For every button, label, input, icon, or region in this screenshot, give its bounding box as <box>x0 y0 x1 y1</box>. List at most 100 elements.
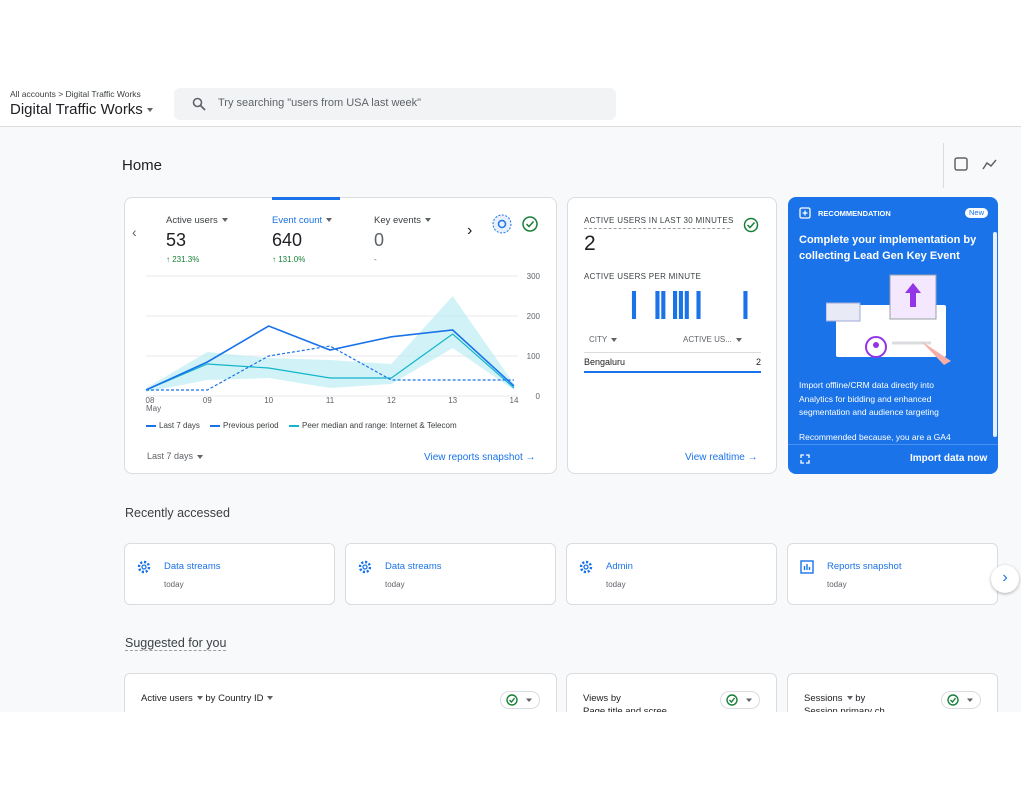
title-part: Sessions <box>804 693 853 704</box>
search-icon <box>192 97 206 111</box>
metric-label[interactable]: Active users <box>166 215 228 226</box>
title-part: Country ID <box>218 693 273 704</box>
breadcrumb-item[interactable]: All accounts <box>10 89 56 99</box>
card-title: Sessions by Session primary ch <box>804 692 904 712</box>
item-when: today <box>827 580 847 589</box>
title-part: Page title and scree <box>583 706 667 712</box>
rec-divider <box>788 444 998 445</box>
realtime-title: ACTIVE USERS IN LAST 30 MINUTES <box>584 216 734 225</box>
per-minute-title: ACTIVE USERS PER MINUTE <box>584 272 702 281</box>
page-title: Home <box>122 157 163 174</box>
title-part: by <box>205 693 216 704</box>
realtime-dotted <box>584 228 730 229</box>
title-part: by <box>610 693 621 704</box>
tab-indicator <box>272 197 340 200</box>
status-icon <box>506 694 532 706</box>
metric-label[interactable]: Key events <box>374 215 431 226</box>
title-part: Active users <box>141 693 203 704</box>
rec-reason: Recommended because, you are a GA4 <box>799 432 951 442</box>
rec-illustration <box>826 274 951 365</box>
recent-card[interactable]: Reports snapshot today <box>787 543 998 605</box>
expand-icon[interactable] <box>800 454 810 464</box>
status-pill[interactable] <box>500 691 540 709</box>
metric-value: 640 <box>272 230 303 250</box>
status-icons[interactable] <box>491 213 541 235</box>
section-title: Recently accessed <box>125 506 230 520</box>
status-pill[interactable] <box>941 691 981 709</box>
metric-value: 53 <box>166 230 187 250</box>
change-text: 131.0% <box>278 255 306 264</box>
metric-label[interactable]: Event count <box>272 215 332 226</box>
legend-label: Last 7 days <box>159 421 200 430</box>
rec-badge: New <box>965 208 989 218</box>
breadcrumb: All accounts > Digital Traffic Works <box>10 89 141 99</box>
suggested-clip: Active users by Country ID Views by Page … <box>0 660 1021 712</box>
search-box[interactable]: Try searching "users from USA last week" <box>174 88 616 120</box>
divider <box>943 143 944 188</box>
recent-card[interactable]: Data streams today <box>124 543 335 605</box>
realtime-status <box>743 217 759 233</box>
item-name: Data streams <box>385 561 442 572</box>
status-pill[interactable] <box>720 691 760 709</box>
rec-title: Complete your implementation by collecti… <box>799 234 977 262</box>
item-when: today <box>164 580 184 589</box>
property-selector[interactable]: Digital Traffic Works <box>10 101 153 118</box>
title-part: Views <box>583 693 609 704</box>
table-header[interactable]: CITY <box>589 335 617 344</box>
legend-label: Peer median and range: Internet & Teleco… <box>302 421 457 430</box>
reports-snapshot-link[interactable]: View reports snapshot → <box>424 452 536 463</box>
item-icon <box>358 560 372 574</box>
metric-change: - <box>374 255 377 264</box>
breadcrumb-item[interactable]: Digital Traffic Works <box>65 89 141 99</box>
recent-card[interactable]: Data streams today <box>345 543 556 605</box>
header-line <box>0 126 1021 127</box>
legend-item: Peer median and range: Internet & Teleco… <box>289 421 457 430</box>
item-icon <box>579 560 593 574</box>
legend-label: Previous period <box>223 421 279 430</box>
table-row-bar <box>584 371 761 373</box>
change-text: - <box>374 255 377 264</box>
rec-body: Import offline/CRM data directly into An… <box>799 380 939 417</box>
table-cell: Bengaluru <box>584 357 626 367</box>
legend-item: Previous period <box>210 421 279 430</box>
toolbar-icons[interactable] <box>954 157 1004 173</box>
overview-card <box>124 197 557 474</box>
item-icon <box>800 560 814 574</box>
recent-card[interactable]: Admin today <box>566 543 777 605</box>
recommendation-card: RECOMMENDATION New Complete your impleme… <box>788 197 998 474</box>
section-title: Suggested for you <box>125 636 227 651</box>
item-name: Admin <box>606 561 633 572</box>
chevron-left[interactable]: ‹ <box>132 224 137 240</box>
table-line <box>584 352 761 353</box>
chevron-right[interactable]: › <box>467 222 473 239</box>
metric-change: ↑ 231.3% <box>166 255 200 264</box>
search-placeholder: Try searching "users from USA last week" <box>218 97 422 109</box>
suggested-card[interactable]: Sessions by Session primary ch <box>787 673 998 712</box>
change-text: 231.3% <box>172 255 200 264</box>
status-icon <box>947 694 973 706</box>
table-header[interactable]: ACTIVE US... <box>683 335 742 344</box>
date-range-selector[interactable]: Last 7 days <box>147 451 203 461</box>
title-part: Session primary ch <box>804 706 885 712</box>
rec-icon <box>799 207 811 219</box>
realtime-link[interactable]: View realtime → <box>685 452 758 463</box>
rec-scrollbar <box>993 232 997 437</box>
item-icon <box>137 560 151 574</box>
realtime-value: 2 <box>584 232 596 255</box>
suggested-card[interactable]: Views by Page title and scree <box>566 673 777 712</box>
rec-action[interactable]: Import data now <box>910 453 988 464</box>
status-icon <box>726 694 752 706</box>
item-when: today <box>606 580 626 589</box>
item-name: Data streams <box>164 561 221 572</box>
table-cell: 2 <box>755 357 761 367</box>
metric-change: ↑ 131.0% <box>272 255 306 264</box>
card-title: Views by Page title and scree <box>583 692 683 712</box>
suggested-card[interactable]: Active users by Country ID <box>124 673 557 712</box>
metric-value: 0 <box>374 230 385 250</box>
legend-item: Last 7 days <box>146 421 200 430</box>
card-title: Active users by Country ID <box>141 692 441 705</box>
title-part: by <box>855 693 866 704</box>
carousel-next[interactable]: › <box>991 565 1019 593</box>
item-name: Reports snapshot <box>827 561 902 572</box>
